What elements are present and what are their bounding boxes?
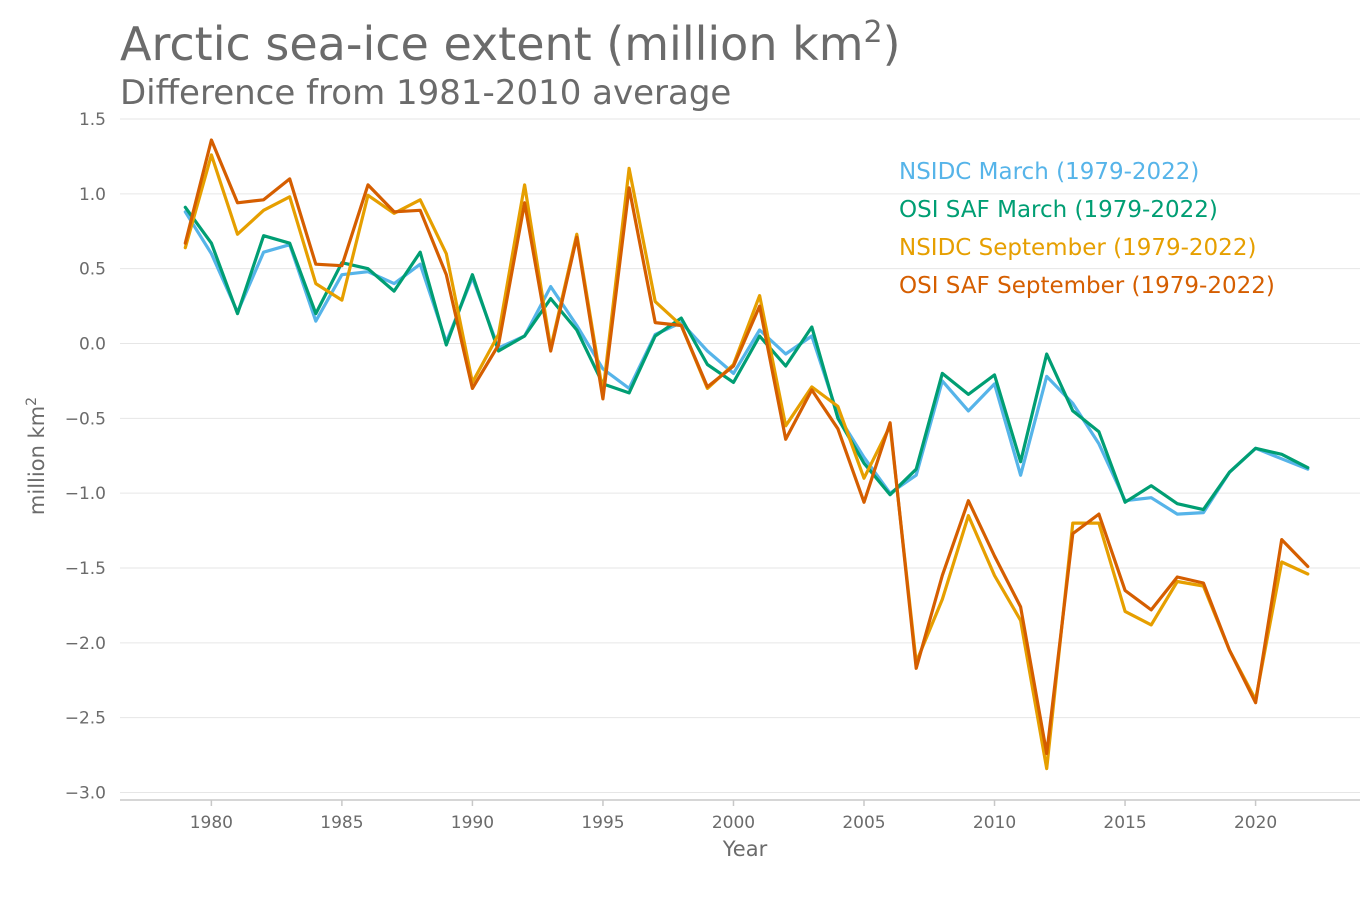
y-axis-label-main: million km xyxy=(25,406,49,515)
y-tick-label: 0.0 xyxy=(79,335,106,355)
y-tick-label: −2.0 xyxy=(65,634,106,654)
y-tick-label: 1.5 xyxy=(79,110,106,130)
chart-title: Arctic sea-ice extent (million km2) xyxy=(120,15,901,71)
y-tick-label: 0.5 xyxy=(79,260,106,280)
legend-entry: OSI SAF September (1979-2022) xyxy=(899,273,1275,299)
y-axis-ticks: 1.5 1.0 0.5 0.0 −0.5 −1.0 −1.5 −2.0 −2.5 −3.0 xyxy=(65,110,106,804)
x-axis-label: Year xyxy=(722,837,768,861)
legend-entry: OSI SAF March (1979-2022) xyxy=(899,197,1218,223)
series-line-3 xyxy=(183,153,1310,771)
legend-entry: NSIDC September (1979-2022) xyxy=(899,235,1256,261)
x-tick-label: 2000 xyxy=(712,813,755,833)
y-tick-label: −1.5 xyxy=(65,559,106,579)
y-tick-label: 1.0 xyxy=(79,185,106,205)
x-tick-label: 2010 xyxy=(973,813,1016,833)
gridlines xyxy=(120,118,1360,794)
y-tick-label: −1.0 xyxy=(65,484,106,504)
x-tick-label: 2005 xyxy=(842,813,885,833)
series-lines xyxy=(183,138,1310,771)
x-tick-label: 1995 xyxy=(581,813,624,833)
chart-title-end: ) xyxy=(883,17,901,71)
chart-subtitle: Difference from 1981-2010 average xyxy=(120,73,731,113)
y-tick-label: −2.5 xyxy=(65,709,106,729)
y-axis-label: million km2 xyxy=(24,397,49,515)
y-tick-label: −3.0 xyxy=(65,784,106,804)
y-tick-label: −0.5 xyxy=(65,409,106,429)
x-axis-ticks: 1980 1985 1990 1995 2000 2005 2010 2015 2020 xyxy=(190,800,1277,833)
series-line-4 xyxy=(183,138,1310,756)
y-axis-label-superscript: 2 xyxy=(24,397,40,406)
x-tick-label: 1980 xyxy=(190,813,233,833)
chart-title-main: Arctic sea-ice extent (million km xyxy=(120,17,864,71)
series-line-2 xyxy=(183,205,1310,512)
x-tick-label: 2020 xyxy=(1234,813,1277,833)
legend-entry: NSIDC March (1979-2022) xyxy=(899,159,1199,185)
x-tick-label: 1985 xyxy=(320,813,363,833)
x-tick-label: 1990 xyxy=(451,813,494,833)
chart-title-superscript: 2 xyxy=(864,15,883,50)
legend: NSIDC March (1979-2022) OSI SAF March (19… xyxy=(899,159,1275,299)
x-tick-label: 2015 xyxy=(1103,813,1146,833)
